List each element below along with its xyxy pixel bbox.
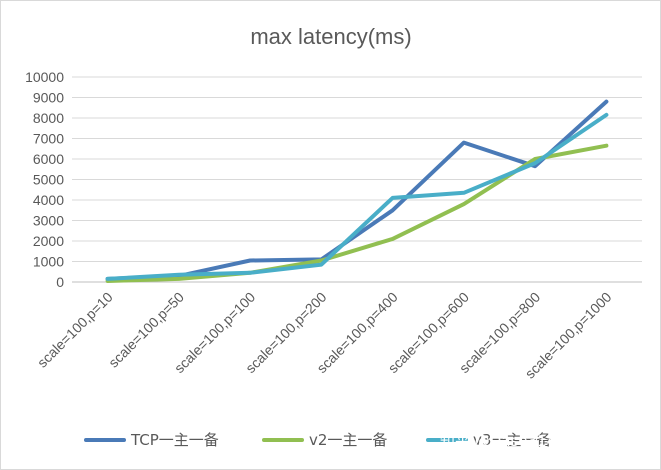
y-tick-label: 4000 (33, 192, 64, 208)
y-tick-label: 9000 (33, 90, 64, 106)
gridlines (72, 76, 642, 283)
series-line (105, 112, 609, 281)
y-tick-label: 7000 (33, 131, 64, 147)
y-tick-label: 1000 (33, 254, 64, 270)
x-tick-label: scale=100,p=50 (105, 289, 187, 371)
legend-label: v2一主一备 (309, 431, 387, 449)
y-tick-label: 8000 (33, 110, 64, 126)
series-line (105, 99, 609, 281)
x-tick-label: scale=100,p=10 (34, 289, 116, 371)
y-tick-label: 10000 (25, 69, 64, 85)
legend-item: TCP一主一备 (84, 431, 219, 449)
legend-label: TCP一主一备 (130, 431, 219, 449)
y-tick-label: 5000 (33, 172, 64, 188)
legend: TCP一主一备 v2一主一备 v3一主一备 (84, 431, 551, 449)
watermark: 知乎 @Dase314-ECNU (440, 432, 604, 450)
y-tick-label: 2000 (33, 233, 64, 249)
legend-item: v2一主一备 (262, 431, 387, 449)
y-tick-label: 0 (56, 274, 64, 290)
chart-title: max latency(ms) (250, 24, 411, 49)
x-axis-ticks: scale=100,p=10scale=100,p=50scale=100,p=… (34, 289, 615, 382)
y-axis-ticks: 0 1000 2000 3000 4000 5000 6000 7000 8000 9000 100… (25, 69, 64, 290)
legend-item: v3一主一备 (426, 431, 551, 449)
series-lines (105, 99, 609, 283)
y-tick-label: 3000 (33, 213, 64, 229)
legend-label: v3一主一备 (473, 431, 551, 449)
y-tick-label: 6000 (33, 151, 64, 167)
